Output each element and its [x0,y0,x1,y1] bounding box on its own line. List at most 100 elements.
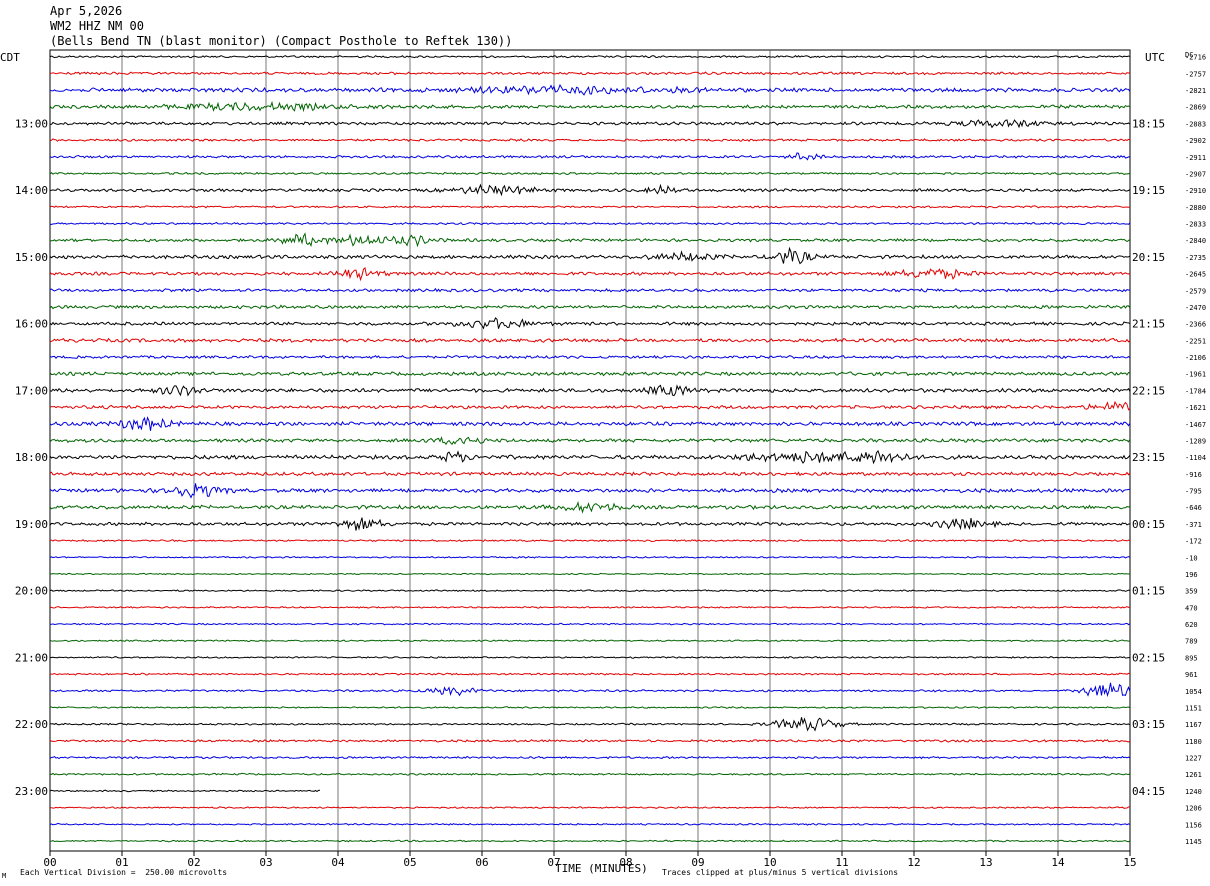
dc-offset-label: -2902 [1185,137,1206,145]
dc-offset-label: -1104 [1185,454,1206,462]
seismic-trace [49,450,1131,465]
seismic-trace [49,622,1131,626]
station-description: (Bells Bend TN (blast monitor) (Compact … [50,34,513,48]
seismic-trace [49,483,1131,499]
x-axis-label: TIME (MINUTES) [555,862,648,875]
seismic-trace [49,572,1131,576]
utc-hour-label: 00:15 [1132,518,1165,531]
seismic-trace [49,605,1131,609]
x-tick-label: 12 [907,856,920,869]
dc-offset-label: -2757 [1185,70,1206,78]
x-tick-label: 14 [1051,856,1065,869]
seismic-trace [49,337,1131,344]
dc-offset-label: 1145 [1185,838,1202,846]
x-tick-label: 13 [979,856,992,869]
utc-hour-label: 21:15 [1132,318,1165,331]
dc-offset-label: -2869 [1185,104,1206,112]
dc-offset-label: 196 [1185,571,1198,579]
seismic-trace [49,317,1131,330]
seismic-trace [49,304,1131,310]
seismic-trace [49,371,1131,377]
seismic-trace [49,706,1131,709]
seismic-trace [49,171,1131,176]
seismic-trace [49,100,1131,113]
utc-hour-label: 01:15 [1132,585,1165,598]
x-tick-label: 15 [1123,856,1136,869]
dc-offset-label: -2579 [1185,287,1206,295]
cdt-hour-label: 13:00 [15,117,48,130]
plot-frame [49,49,1131,852]
x-tick-label: 06 [475,856,488,869]
dc-offset-label: 620 [1185,621,1198,629]
dc-offset-label: -2821 [1185,87,1206,95]
seismic-trace [49,739,1131,743]
dc-offset-label: -646 [1185,504,1202,512]
dc-offset-label: -371 [1185,521,1202,529]
scale-note: Each Vertical Division = 250.00 microvol… [20,868,228,877]
x-tick-label: 00 [43,856,56,869]
plot-date: Apr 5,2026 [50,4,123,18]
dc-offset-label: 1227 [1185,755,1202,763]
seismic-trace [49,755,1131,760]
dc-offset-label: 1167 [1185,721,1202,729]
seismic-trace [49,656,1130,659]
clip-note: Traces clipped at plus/minus 5 vertical … [662,868,899,877]
utc-hour-label: 03:15 [1132,718,1165,731]
x-tick-label: 02 [187,856,200,869]
seismic-trace [49,589,1131,593]
dc-offset-label: -2880 [1185,204,1206,212]
dc-offset-label: -2735 [1185,254,1206,262]
dc-offset-label: 789 [1185,638,1198,646]
dc-offset-label: -795 [1185,488,1202,496]
seismic-trace [49,789,321,793]
dc-offset-label: -172 [1185,538,1202,546]
dc-offset-label: -1784 [1185,387,1206,395]
dc-offset-label: -2840 [1185,237,1206,245]
dc-offset-label: -10 [1185,554,1198,562]
dc-offset-label: 1240 [1185,788,1202,796]
dc-offset-label: 359 [1185,588,1198,596]
dc-offset-label: 1054 [1185,688,1202,696]
dc-offset-label: -1961 [1185,371,1206,379]
seismic-trace [49,682,1131,698]
x-tick-label: 03 [259,856,272,869]
dc-offset-label: 1180 [1185,738,1202,746]
seismic-trace [49,416,1131,431]
seismic-trace [50,806,1131,809]
seismic-trace [49,55,1131,59]
dc-offset-label: -1467 [1185,421,1206,429]
dc-offset-label: 1206 [1185,805,1202,813]
utc-hour-label: 02:15 [1132,651,1165,664]
utc-hour-label: 23:15 [1132,451,1165,464]
seismic-trace [49,354,1131,360]
cdt-hour-label: 21:00 [15,651,48,664]
seismic-trace [49,517,1131,531]
utc-hour-label: 22:15 [1132,384,1165,397]
x-tick-label: 04 [331,856,345,869]
seismic-trace [49,152,1131,161]
seismic-trace [49,471,1131,477]
x-tick-label: 08 [619,856,632,869]
dc-offset-label: 1261 [1185,771,1202,779]
dc-offset-label: 1156 [1185,821,1202,829]
seismic-trace [49,287,1131,293]
seismic-trace [49,119,1131,129]
cdt-hour-label: 22:00 [15,718,48,731]
seismic-trace [49,555,1131,559]
dc-offset-label: -2911 [1185,154,1206,162]
dc-offset-label: -2833 [1185,221,1206,229]
dc-offset-label: -1289 [1185,437,1206,445]
right-axis-label: UTC [1145,51,1165,64]
dc-offset-label: -1621 [1185,404,1206,412]
seismic-trace [49,221,1131,226]
x-tick-label: 05 [403,856,416,869]
seismic-trace [49,266,1131,282]
channel-code: WM2 HHZ NM 00 [50,19,144,33]
x-tick-label: 11 [835,856,848,869]
cdt-hour-label: 15:00 [15,251,48,264]
utc-hour-label: 18:15 [1132,117,1165,130]
cdt-hour-label: 17:00 [15,384,48,397]
seismic-trace [49,246,1131,265]
dc-offset-label: -2366 [1185,321,1206,329]
